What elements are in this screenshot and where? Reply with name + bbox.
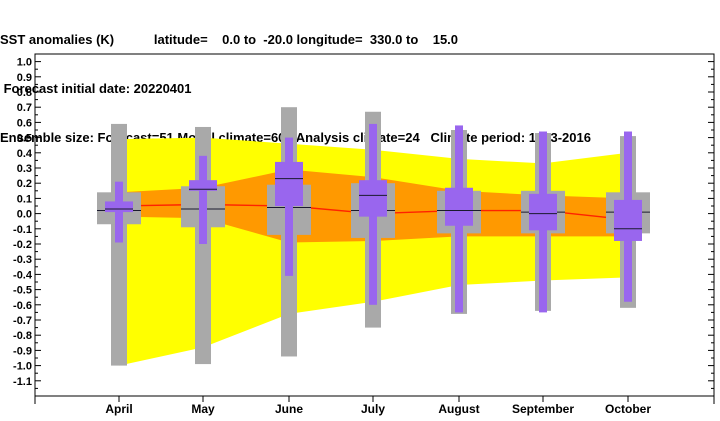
x-tick-label: September bbox=[512, 402, 574, 416]
y-tick-label: -0.6 bbox=[13, 300, 32, 312]
y-tick-label: 0.1 bbox=[17, 193, 32, 205]
forecast-whisker bbox=[285, 137, 293, 276]
y-tick-label: -0.5 bbox=[13, 285, 32, 297]
x-tick-label: May bbox=[191, 402, 215, 416]
forecast-box bbox=[189, 180, 217, 191]
forecast-box bbox=[359, 180, 387, 217]
forecast-date-line: Forecast initial date: 20220401 bbox=[0, 81, 192, 96]
y-tick-label: 0.6 bbox=[17, 117, 32, 129]
forecast-box bbox=[275, 161, 303, 206]
y-tick-label: 0.0 bbox=[17, 209, 32, 221]
month-box-june bbox=[267, 107, 311, 357]
y-tick-label: -1.1 bbox=[13, 376, 32, 388]
forecast-box bbox=[529, 193, 557, 231]
axes: 1.0 0.9 0.8 0.7 0.6 0.5 0.4 0.3 0.2 0.1 0.0 -0.1 -0.… bbox=[13, 53, 715, 416]
y-tick-label: 0.4 bbox=[17, 148, 33, 160]
x-tick-label: April bbox=[105, 402, 132, 416]
x-tick-label: July bbox=[361, 402, 385, 416]
y-tick-label: -0.4 bbox=[13, 269, 33, 281]
box-plots bbox=[97, 107, 650, 366]
y-tick-label: 0.5 bbox=[17, 133, 32, 145]
plot-frame bbox=[34, 53, 715, 397]
month-box-september bbox=[521, 131, 565, 313]
x-tick-label: August bbox=[438, 402, 479, 416]
month-box-april bbox=[97, 123, 141, 366]
y-tick-label: 0.7 bbox=[17, 102, 32, 114]
chart-title-line: SST anomalies (K) latitude= 0.0 to -20.0… bbox=[0, 32, 459, 47]
month-box-october bbox=[606, 131, 650, 308]
forecast-whisker bbox=[199, 155, 207, 244]
y-tick-label: -0.9 bbox=[13, 345, 32, 357]
month-box-may bbox=[181, 126, 225, 365]
y-tick-label: -0.2 bbox=[13, 239, 32, 251]
month-box-august bbox=[437, 125, 481, 314]
analysis-whisker bbox=[111, 123, 127, 366]
y-tick-label: -0.8 bbox=[13, 330, 32, 342]
y-tick-label: -1.0 bbox=[13, 361, 32, 373]
y-tick-label: 0.3 bbox=[17, 163, 32, 175]
y-tick-label: 0.9 bbox=[17, 72, 32, 84]
x-tick-label: June bbox=[275, 402, 303, 416]
y-tick-label: 0.8 bbox=[17, 87, 32, 99]
y-tick-label: 0.2 bbox=[17, 178, 32, 190]
forecast-box bbox=[614, 199, 642, 241]
month-box-july bbox=[351, 111, 395, 328]
x-tick-label: October bbox=[605, 402, 651, 416]
y-tick-label: -0.7 bbox=[13, 315, 32, 327]
forecast-box bbox=[105, 201, 133, 213]
y-tick-label: -0.3 bbox=[13, 254, 32, 266]
y-tick-label: 1.0 bbox=[17, 57, 32, 69]
forecast-box bbox=[445, 187, 473, 226]
y-tick-label: -0.1 bbox=[13, 224, 32, 236]
